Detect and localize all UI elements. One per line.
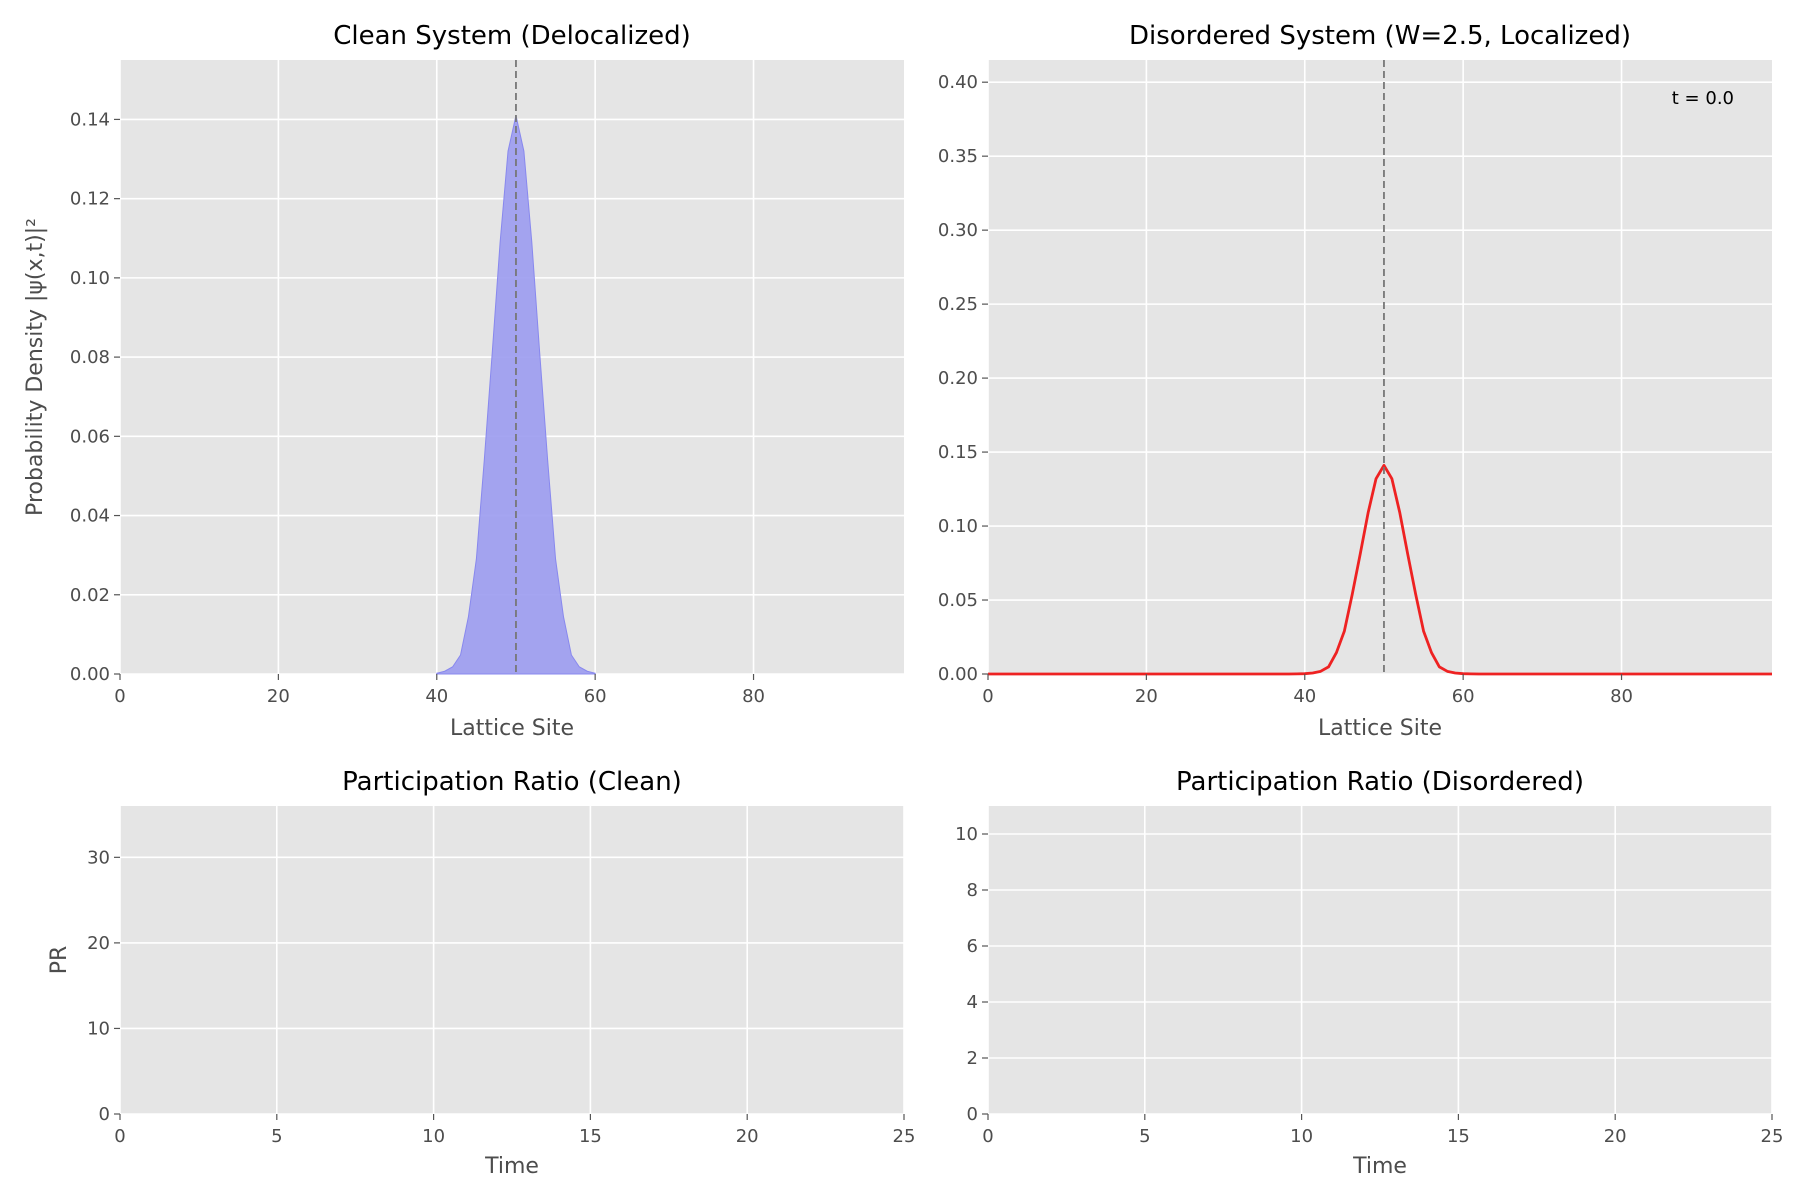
y-ticks: 0.00 0.02 0.04 0.06 0.08 0.10 0.12 0.14 bbox=[70, 109, 120, 685]
y-tick-label: 0 bbox=[99, 1104, 110, 1125]
time-annotation: t = 0.0 bbox=[1672, 88, 1734, 109]
y-tick-label: 0.00 bbox=[70, 664, 110, 685]
data-marks bbox=[988, 60, 1772, 676]
x-ticks: 0 5 10 15 20 25 bbox=[114, 1114, 915, 1147]
plot-area bbox=[120, 806, 904, 1114]
x-ticks: 0 5 10 15 20 25 bbox=[982, 1114, 1783, 1147]
y-tick-label: 0.35 bbox=[938, 146, 978, 167]
x-tick-label: 40 bbox=[425, 686, 448, 707]
y-tick-label: 0.02 bbox=[70, 585, 110, 606]
y-grid bbox=[988, 81, 1772, 675]
y-tick-label: 0.30 bbox=[938, 220, 978, 241]
y-axis-label: PR bbox=[47, 946, 72, 975]
panel-clean-density: 0 20 40 60 80 0.000.020.040.060.080.100.120.… bbox=[23, 21, 904, 741]
y-ticks: 0 10 20 30 bbox=[87, 847, 120, 1125]
y-tick-label: 0.14 bbox=[70, 109, 110, 130]
x-axis-label: Lattice Site bbox=[450, 716, 574, 741]
y-tick-label: 0.25 bbox=[938, 294, 978, 315]
x-axis-label: Time bbox=[1352, 1154, 1407, 1179]
y-tick-label: 0.04 bbox=[70, 506, 110, 527]
x-ticks: 0 20 40 60 80 bbox=[114, 674, 765, 707]
y-tick-label: 0.20 bbox=[938, 368, 978, 389]
x-tick-label: 60 bbox=[1452, 686, 1475, 707]
x-tick-label: 5 bbox=[271, 1126, 282, 1147]
x-ticks: 0 20 40 60 80 bbox=[982, 674, 1633, 707]
chart-title: Clean System (Delocalized) bbox=[333, 21, 691, 51]
y-tick-label: 30 bbox=[87, 847, 110, 868]
y-tick-label: 0.40 bbox=[938, 72, 978, 93]
y-tick-label: 0.05 bbox=[938, 590, 978, 611]
y-tick-label: 0 bbox=[967, 1104, 978, 1125]
y-tick-label: 6 bbox=[967, 936, 978, 957]
x-grid bbox=[987, 806, 1773, 1114]
y-tick-label: 8 bbox=[967, 880, 978, 901]
x-tick-label: 10 bbox=[422, 1126, 445, 1147]
chart-title: Participation Ratio (Disordered) bbox=[1176, 767, 1584, 797]
y-tick-label: 10 bbox=[87, 1018, 110, 1039]
x-grid bbox=[119, 60, 755, 674]
y-tick-label: 0.08 bbox=[70, 347, 110, 368]
y-tick-label: 0.10 bbox=[70, 268, 110, 289]
x-tick-label: 0 bbox=[114, 1126, 125, 1147]
x-tick-label: 0 bbox=[982, 1126, 993, 1147]
x-tick-label: 15 bbox=[1447, 1126, 1470, 1147]
y-tick-label: 0.00 bbox=[938, 664, 978, 685]
x-tick-label: 40 bbox=[1293, 686, 1316, 707]
panel-pr-clean: 0 5 10 15 20 25 0 10 20 30 Participation Ratio (… bbox=[47, 767, 915, 1179]
y-tick-label: 10 bbox=[955, 824, 978, 845]
x-tick-label: 25 bbox=[893, 1126, 916, 1147]
y-tick-label: 0.06 bbox=[70, 426, 110, 447]
x-tick-label: 20 bbox=[736, 1126, 759, 1147]
y-tick-label: 4 bbox=[967, 992, 978, 1013]
y-tick-label: 0.15 bbox=[938, 442, 978, 463]
y-axis-label: Probability Density |ψ(x,t)|² bbox=[23, 218, 48, 516]
density-line bbox=[988, 463, 1772, 676]
x-axis-label: Lattice Site bbox=[1318, 716, 1442, 741]
x-tick-label: 25 bbox=[1761, 1126, 1784, 1147]
x-tick-label: 0 bbox=[114, 686, 125, 707]
y-ticks: 0.00 0.05 0.10 0.15 0.20 0.25 0.30 0.35 0.40 bbox=[938, 72, 988, 685]
panel-disordered-density: 0 20 40 60 80 0.000.050.100.150.200.250.300.… bbox=[938, 21, 1772, 741]
y-tick-label: 2 bbox=[967, 1048, 978, 1069]
x-tick-label: 80 bbox=[1610, 686, 1633, 707]
x-grid bbox=[987, 60, 1623, 674]
x-tick-label: 15 bbox=[579, 1126, 602, 1147]
plot-area bbox=[988, 60, 1772, 674]
x-tick-label: 60 bbox=[584, 686, 607, 707]
x-tick-label: 20 bbox=[1604, 1126, 1627, 1147]
x-tick-label: 0 bbox=[982, 686, 993, 707]
y-tick-label: 20 bbox=[87, 933, 110, 954]
chart-title: Participation Ratio (Clean) bbox=[342, 767, 682, 797]
data-marks bbox=[436, 60, 596, 675]
x-tick-label: 5 bbox=[1139, 1126, 1150, 1147]
panel-pr-disordered: 0 5 10 15 20 25 0 2 4 6 8 10 Participation Ratio (… bbox=[955, 767, 1783, 1179]
x-tick-label: 80 bbox=[742, 686, 765, 707]
chart-title: Disordered System (W=2.5, Localized) bbox=[1129, 21, 1631, 51]
x-tick-label: 20 bbox=[1135, 686, 1158, 707]
y-tick-label: 0.10 bbox=[938, 516, 978, 537]
x-axis-label: Time bbox=[484, 1154, 539, 1179]
y-tick-label: 0.12 bbox=[70, 189, 110, 210]
y-ticks: 0 2 4 6 8 10 bbox=[955, 824, 988, 1125]
plot-area bbox=[988, 806, 1772, 1114]
y-grid bbox=[120, 856, 904, 1115]
x-tick-label: 20 bbox=[267, 686, 290, 707]
y-grid bbox=[988, 833, 1772, 1115]
x-tick-label: 10 bbox=[1290, 1126, 1313, 1147]
